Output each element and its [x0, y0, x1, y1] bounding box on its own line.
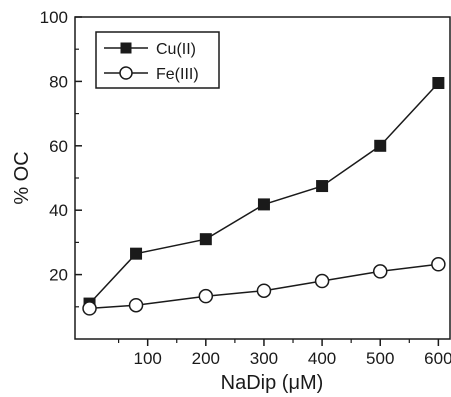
y-tick-label: 40 [49, 201, 68, 220]
data-point-circle [256, 283, 272, 298]
x-tick-label: 400 [308, 349, 336, 368]
data-point-square [374, 139, 387, 152]
x-tick-label: 200 [192, 349, 220, 368]
legend-label-fe: Fe(III) [156, 66, 199, 83]
x-axis-title: NaDip (μM) [221, 372, 324, 394]
data-point-circle [372, 264, 388, 279]
y-axis: 20 40 60 80 100 [40, 8, 82, 308]
y-axis-title: % OC [11, 151, 33, 204]
series-layer [82, 77, 446, 316]
legend-item-fe: Fe(III) [104, 66, 199, 83]
legend-marker-cu [120, 42, 132, 54]
data-point-square [316, 180, 329, 193]
y-tick-label: 100 [40, 8, 68, 27]
data-point-square [432, 77, 445, 90]
legend: Cu(II) Fe(III) [95, 31, 220, 89]
legend-box [95, 31, 220, 89]
data-point-square [257, 198, 270, 211]
legend-label-cu: Cu(II) [156, 41, 196, 58]
y-tick-label: 80 [49, 72, 68, 91]
x-tick-label: 600 [424, 349, 451, 368]
legend-marker-fe [119, 66, 133, 80]
y-tick-label: 60 [49, 137, 68, 156]
data-point-circle [198, 288, 214, 304]
y-tick-label: 20 [49, 266, 68, 285]
series-cu [83, 77, 445, 310]
data-point-square [130, 247, 143, 260]
x-tick-label: 500 [366, 349, 394, 368]
x-tick-label: 300 [250, 349, 278, 368]
data-point-circle [431, 257, 446, 272]
legend-item-cu: Cu(II) [104, 41, 196, 58]
data-point-circle [314, 273, 330, 289]
data-point-circle [82, 301, 97, 316]
x-tick-label: 100 [133, 349, 161, 368]
x-axis: 100 200 300 400 500 600 [118, 339, 451, 368]
data-point-circle [128, 297, 144, 313]
data-point-square [199, 233, 212, 246]
series-fe [82, 257, 446, 316]
